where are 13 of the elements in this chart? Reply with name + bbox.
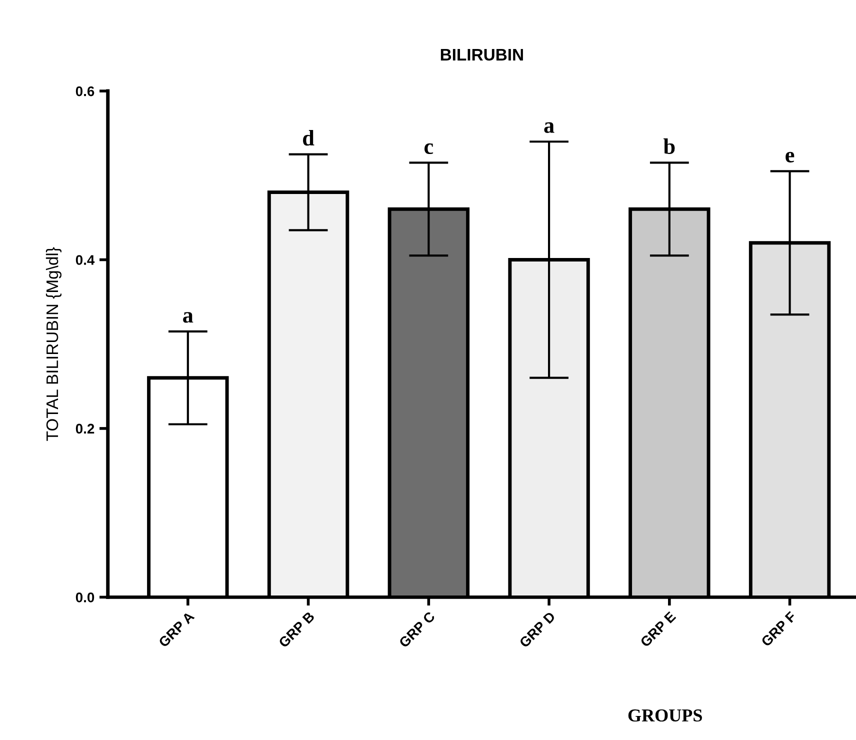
annotation: c: [424, 143, 434, 154]
y-tick-label: 0.6: [76, 86, 94, 96]
x-axis-title: GROUPS: [628, 709, 702, 722]
annotation: a: [183, 312, 194, 323]
y-axis-title: TOTAL BILIRUBIN {Mg\dl}: [46, 247, 62, 441]
y-tick-label: 0.4: [76, 255, 95, 265]
annotation: e: [786, 152, 794, 162]
annotation: b: [664, 138, 675, 154]
annotation: a: [544, 122, 554, 133]
chart-title: BILIRUBIN: [440, 49, 523, 61]
y-tick-label: 0.0: [76, 592, 94, 602]
annotation: d: [303, 130, 314, 146]
y-tick-label: 0.2: [76, 424, 94, 434]
